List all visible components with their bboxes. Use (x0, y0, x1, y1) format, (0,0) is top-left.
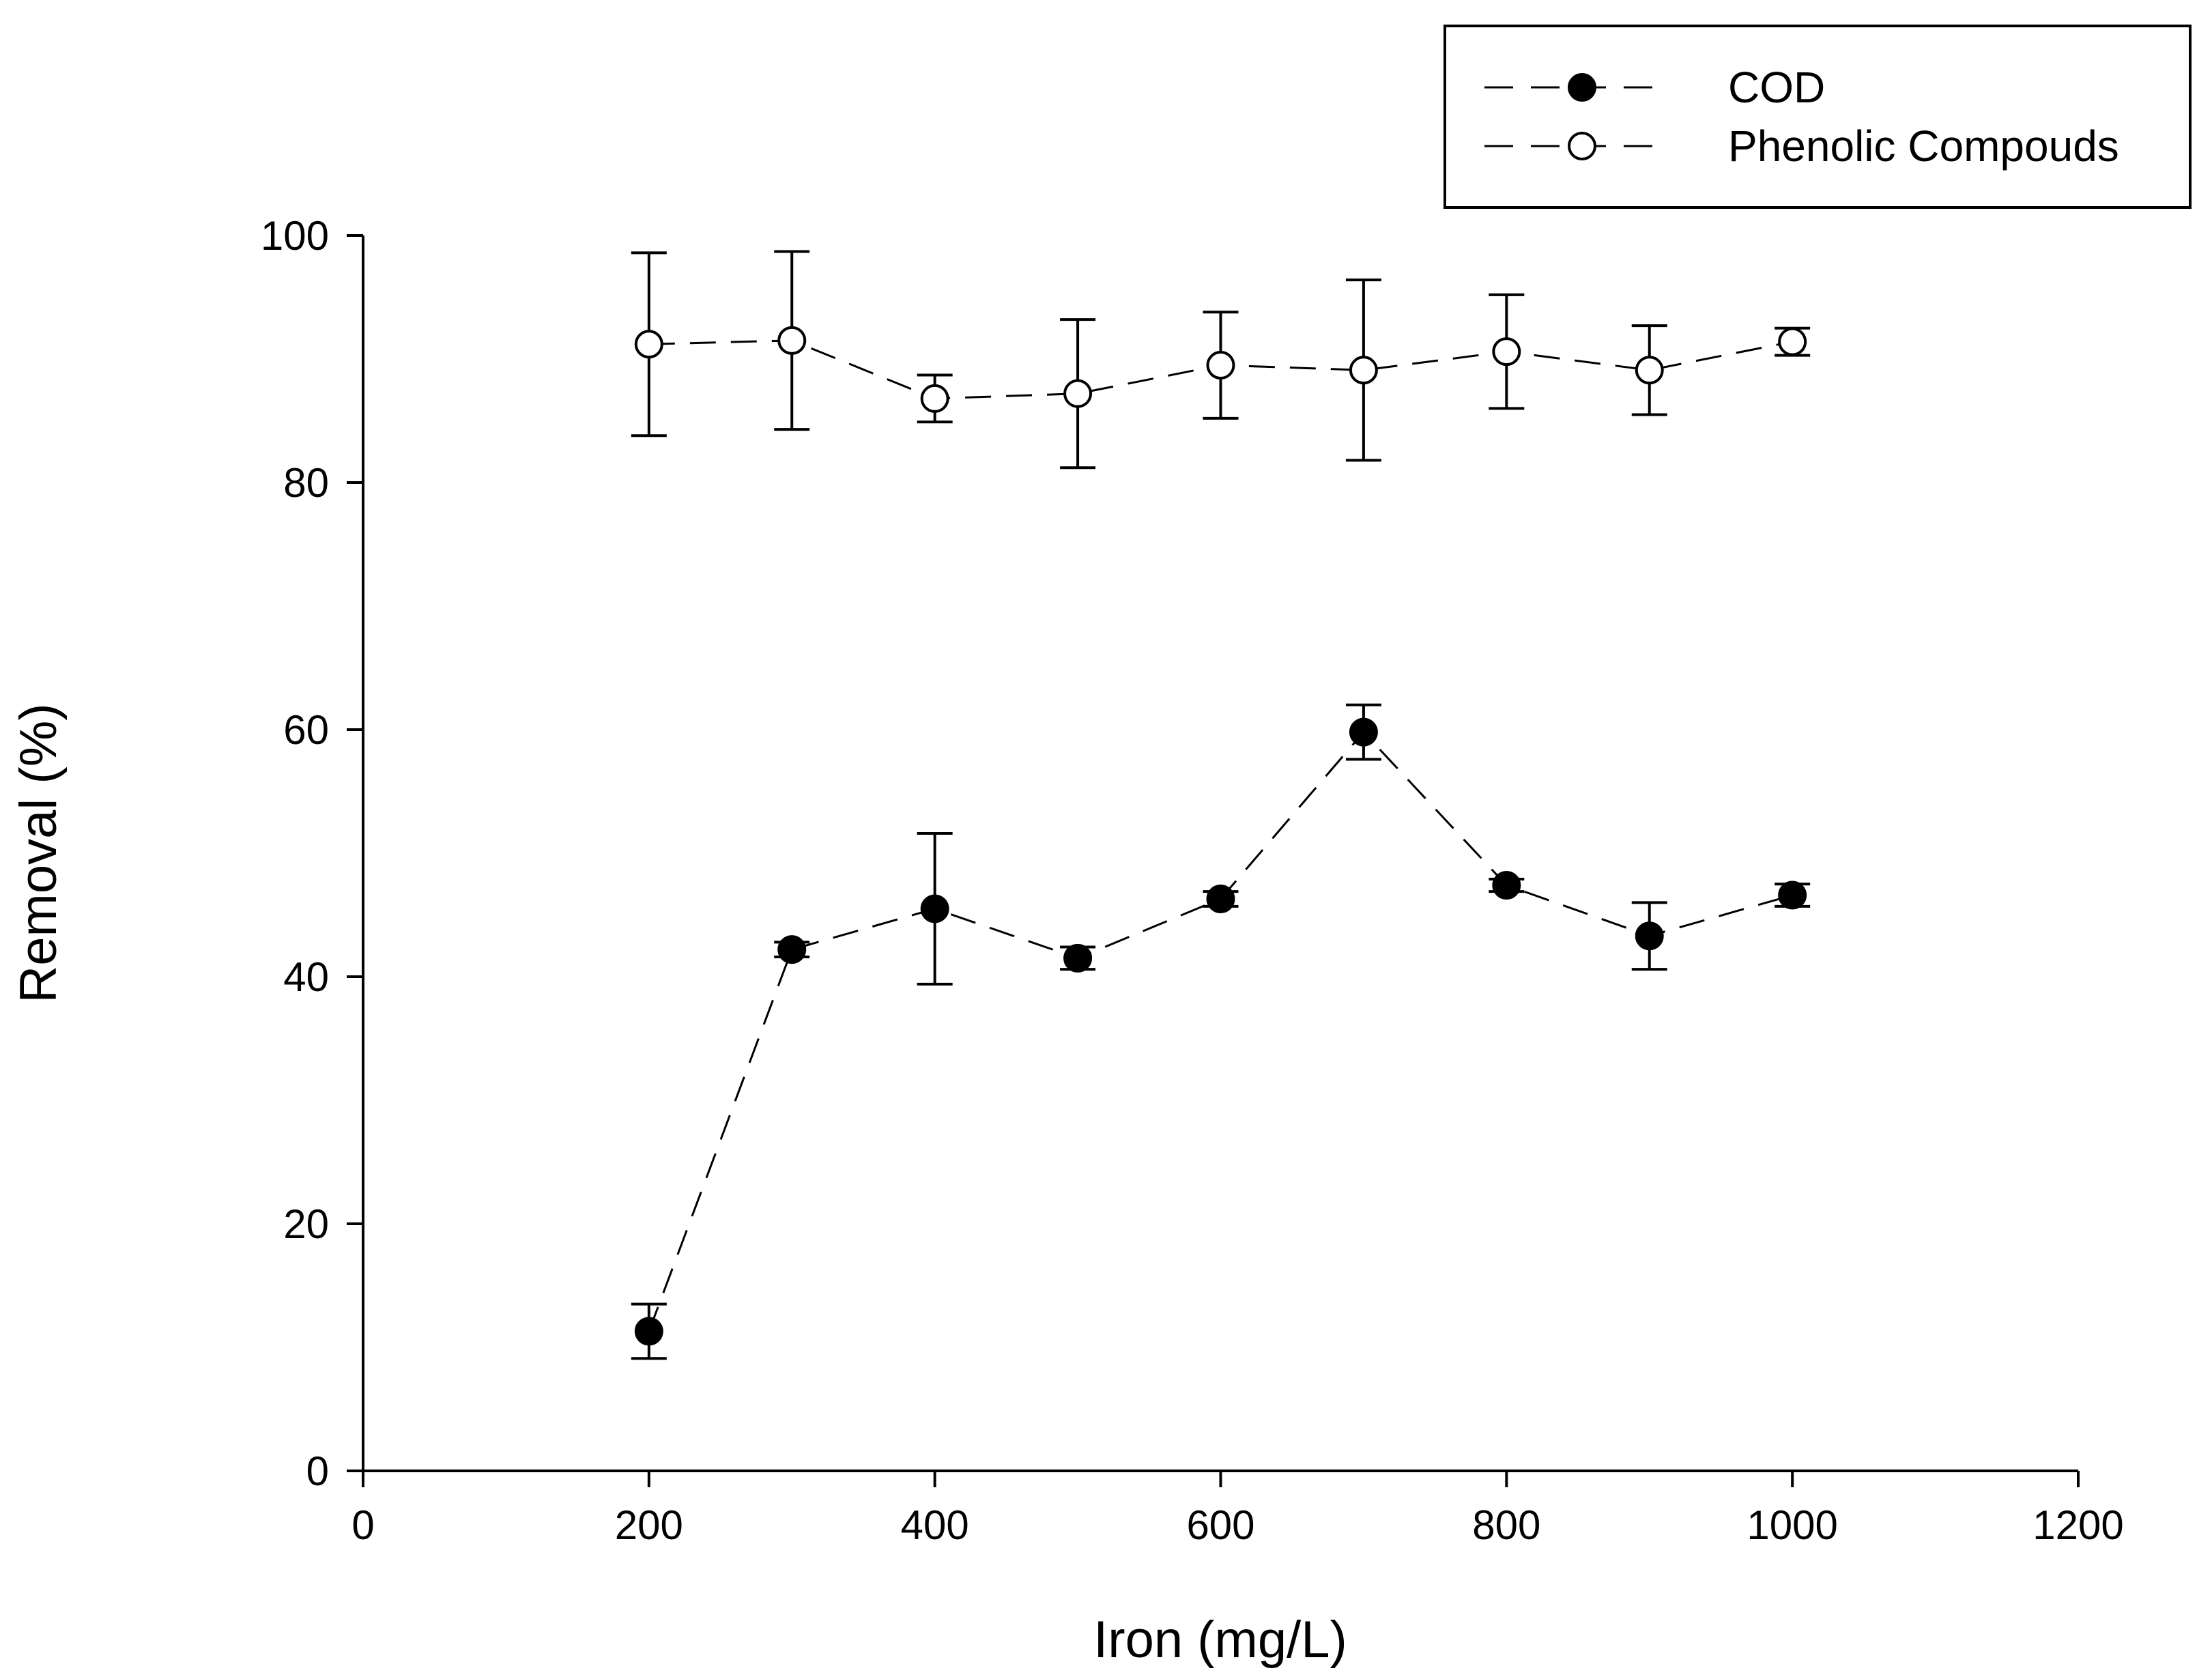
y-tick-label: 100 (261, 213, 329, 259)
cod-point (1206, 884, 1235, 913)
phenolic-point (1635, 356, 1664, 385)
cod-point (1349, 717, 1378, 747)
phenolic-point (1778, 327, 1807, 356)
series-group (631, 250, 1811, 1360)
cod-point (777, 935, 807, 964)
legend-cod-marker (1568, 73, 1596, 102)
legend-box (1443, 25, 2192, 209)
legend-phenolic-label: Phenolic Compouds (1728, 121, 2119, 171)
y-tick-label: 80 (283, 460, 329, 506)
phenolic-point (1063, 379, 1093, 408)
y-tick-label: 40 (283, 954, 329, 1000)
cod-point (1492, 871, 1521, 900)
cod-line (648, 730, 1793, 1332)
cod-point (1778, 880, 1807, 910)
x-tick-label: 1200 (2033, 1502, 2123, 1548)
y-tick-label: 20 (283, 1201, 329, 1247)
phenolic-point (1349, 356, 1378, 385)
cod-point (634, 1317, 663, 1346)
x-axis-title: Iron (mg/L) (1093, 1611, 1347, 1669)
y-tick-label: 0 (306, 1448, 329, 1494)
axes (362, 235, 2078, 1472)
series-cod (631, 703, 1811, 1360)
phenolic-point (920, 384, 949, 413)
phenolic-point (1492, 337, 1521, 367)
legend-cod-label: COD (1728, 63, 1825, 112)
series-phenolic (631, 250, 1811, 470)
phenolic-point (634, 330, 663, 359)
y-tick-label: 60 (283, 707, 329, 753)
x-tick-label: 600 (1186, 1502, 1254, 1548)
cod-point (920, 894, 949, 923)
y-axis-title: Removal (%) (10, 703, 68, 1003)
phenolic-point (777, 326, 807, 355)
x-tick-label: 800 (1472, 1502, 1540, 1548)
legend-phenolic-marker (1568, 132, 1596, 160)
cod-point (1063, 943, 1093, 973)
x-tick-label: 200 (615, 1502, 683, 1548)
legend: COD Phenolic Compouds (1443, 25, 2192, 209)
cod-point (1635, 921, 1664, 951)
tick-group: 0 200 400 600 800 1000 1200 0 20 40 60 80 100 (261, 213, 2124, 1548)
phenolic-point (1206, 351, 1235, 380)
x-tick-label: 0 (351, 1502, 374, 1548)
x-tick-label: 1000 (1747, 1502, 1837, 1548)
x-tick-label: 400 (901, 1502, 969, 1548)
